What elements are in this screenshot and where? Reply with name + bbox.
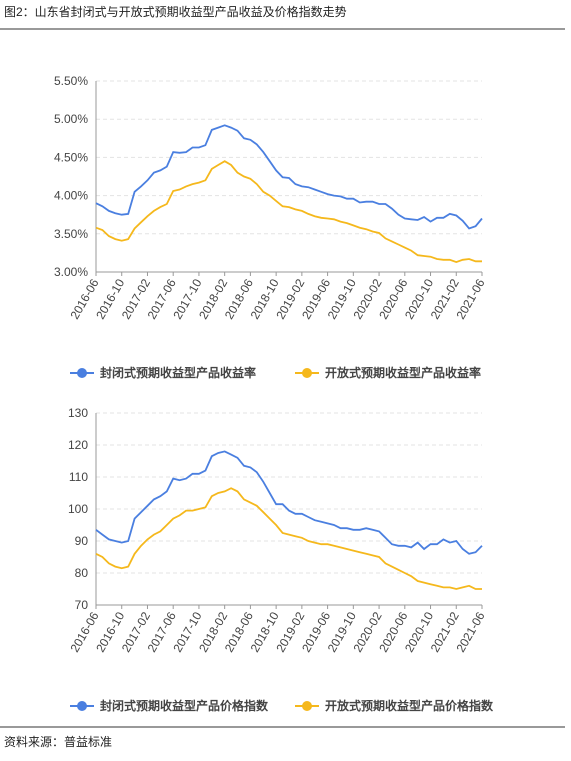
y-tick-label: 5.50% bbox=[54, 74, 88, 88]
source-note: 资料来源：普益标准 bbox=[4, 735, 112, 749]
y-tick-label: 80 bbox=[75, 566, 89, 580]
y-tick-label: 3.50% bbox=[54, 227, 88, 241]
y-tick-label: 90 bbox=[75, 534, 89, 548]
data-line bbox=[95, 160, 482, 264]
y-tick-label: 110 bbox=[69, 470, 88, 484]
y-tick-label: 4.00% bbox=[54, 189, 88, 203]
legend-marker bbox=[77, 368, 87, 378]
legend-label: 封闭式预期收益型产品价格指数 bbox=[100, 698, 269, 713]
y-tick-label: 3.00% bbox=[54, 265, 88, 279]
data-line bbox=[95, 450, 483, 555]
y-tick-label: 70 bbox=[75, 598, 89, 612]
y-tick-label: 100 bbox=[68, 502, 88, 516]
legend-label: 开放式预期收益型产品收益率 bbox=[325, 365, 481, 380]
y-tick-label: 5.00% bbox=[54, 112, 88, 126]
figure-title: 图2：山东省封闭式与开放式预期收益型产品收益及价格指数走势 bbox=[4, 4, 347, 19]
data-line bbox=[95, 124, 483, 230]
legend-marker bbox=[302, 368, 312, 378]
y-tick-label: 130 bbox=[68, 406, 88, 420]
legend-label: 开放式预期收益型产品价格指数 bbox=[325, 698, 494, 713]
legend-marker bbox=[77, 701, 87, 711]
legend-label: 封闭式预期收益型产品收益率 bbox=[100, 365, 256, 380]
data-line bbox=[95, 487, 482, 590]
legend-marker bbox=[302, 701, 312, 711]
y-tick-label: 120 bbox=[68, 438, 88, 452]
y-tick-label: 4.50% bbox=[54, 150, 88, 164]
